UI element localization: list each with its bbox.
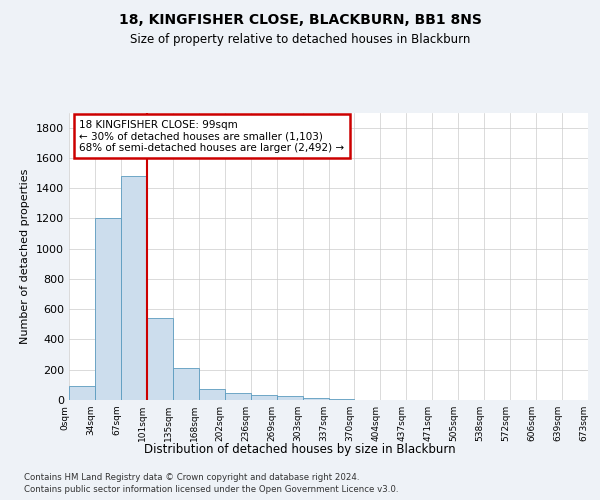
Bar: [173, 368, 199, 400]
Bar: [147, 318, 173, 400]
Bar: [95, 218, 121, 400]
Bar: [199, 390, 224, 400]
Text: Distribution of detached houses by size in Blackburn: Distribution of detached houses by size …: [144, 442, 456, 456]
Text: 18, KINGFISHER CLOSE, BLACKBURN, BB1 8NS: 18, KINGFISHER CLOSE, BLACKBURN, BB1 8NS: [119, 12, 481, 26]
Bar: [277, 396, 302, 400]
Text: Contains public sector information licensed under the Open Government Licence v3: Contains public sector information licen…: [24, 485, 398, 494]
Bar: [225, 393, 251, 400]
Bar: [121, 176, 147, 400]
Bar: [329, 399, 355, 400]
Bar: [302, 398, 329, 400]
Text: Contains HM Land Registry data © Crown copyright and database right 2024.: Contains HM Land Registry data © Crown c…: [24, 472, 359, 482]
Bar: [69, 386, 95, 400]
Text: Size of property relative to detached houses in Blackburn: Size of property relative to detached ho…: [130, 32, 470, 46]
Y-axis label: Number of detached properties: Number of detached properties: [20, 168, 31, 344]
Text: 18 KINGFISHER CLOSE: 99sqm
← 30% of detached houses are smaller (1,103)
68% of s: 18 KINGFISHER CLOSE: 99sqm ← 30% of deta…: [79, 120, 344, 153]
Bar: [251, 394, 277, 400]
